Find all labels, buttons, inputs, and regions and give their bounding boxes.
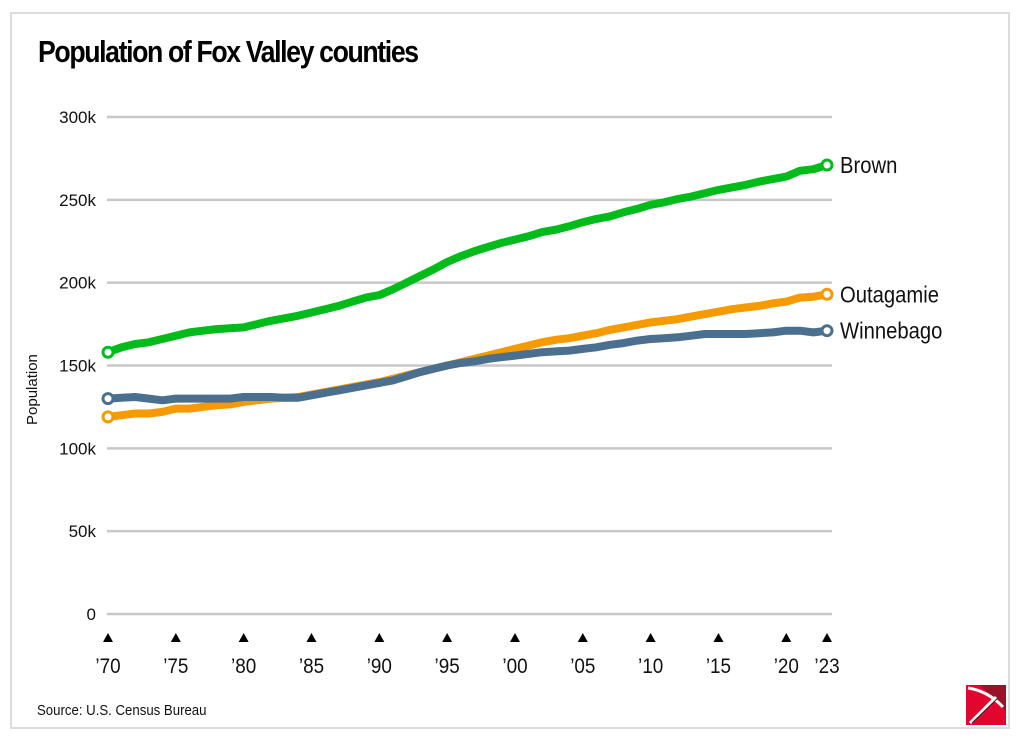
chart-title: Population of Fox Valley counties [38, 34, 419, 69]
x-tick-label: ’05 [570, 655, 595, 678]
x-tick-triangle [170, 633, 181, 642]
x-tick-label: ’20 [774, 655, 799, 678]
x-tick-triangle [577, 633, 588, 642]
end-marker-outagamie [820, 287, 834, 301]
x-tick-label: ’00 [502, 655, 527, 678]
series-lines [101, 158, 834, 424]
start-marker-outagamie [101, 410, 115, 424]
y-tick-label: 300k [59, 108, 96, 127]
x-tick-label: ’85 [299, 655, 324, 678]
x-tick-triangle [374, 633, 385, 642]
x-tick-triangle [822, 633, 832, 642]
x-tick-triangle [306, 633, 317, 642]
gridlines [107, 115, 832, 616]
y-tick-label: 150k [59, 357, 96, 376]
x-tick-triangle [781, 633, 792, 642]
x-tick-label: ’70 [95, 655, 120, 678]
chart-frame [10, 12, 1010, 729]
source-note: Source: U.S. Census Bureau [37, 702, 207, 719]
x-tick-label: ’95 [435, 655, 460, 678]
pickaxe-logo-icon [966, 685, 1006, 725]
y-tick-label: 200k [59, 274, 96, 293]
x-tick-label: ’15 [706, 655, 731, 678]
x-tick-triangle [645, 633, 656, 642]
start-marker-brown [101, 345, 115, 359]
x-tick-triangle [238, 633, 249, 642]
series-label-outagamie: Outagamie [840, 281, 939, 308]
y-tick-labels: 0 50k 100k 150k 200k 250k 300k [59, 108, 96, 624]
x-tick-label: ’90 [367, 655, 392, 678]
x-tick-triangle [713, 633, 724, 642]
series-labels: Brown Outagamie Winnebago [840, 152, 942, 344]
series-line-brown [104, 161, 831, 357]
end-marker-brown [820, 158, 834, 172]
start-marker-winnebago [101, 392, 115, 406]
series-line-winnebago [104, 326, 831, 405]
x-tick-marks: ’70 ’75 ’80 ’85 ’90 ’95 ’00 ’05 ’10 ’15 ’20 ’23 [95, 633, 840, 678]
series-label-winnebago: Winnebago [840, 317, 942, 344]
x-tick-label: ’10 [638, 655, 663, 678]
x-tick-label: ’23 [814, 655, 839, 678]
y-axis-label: Population [24, 354, 41, 425]
x-tick-triangle [509, 633, 520, 642]
x-tick-triangle [103, 633, 113, 642]
x-tick-label: ’80 [231, 655, 256, 678]
y-tick-label: 100k [59, 439, 96, 458]
end-marker-winnebago [820, 324, 834, 338]
x-tick-triangle [442, 633, 453, 642]
series-label-brown: Brown [840, 152, 897, 179]
y-tick-label: 0 [87, 605, 96, 624]
y-tick-label: 250k [59, 191, 96, 210]
y-tick-label: 50k [69, 522, 97, 541]
x-tick-label: ’75 [163, 655, 188, 678]
